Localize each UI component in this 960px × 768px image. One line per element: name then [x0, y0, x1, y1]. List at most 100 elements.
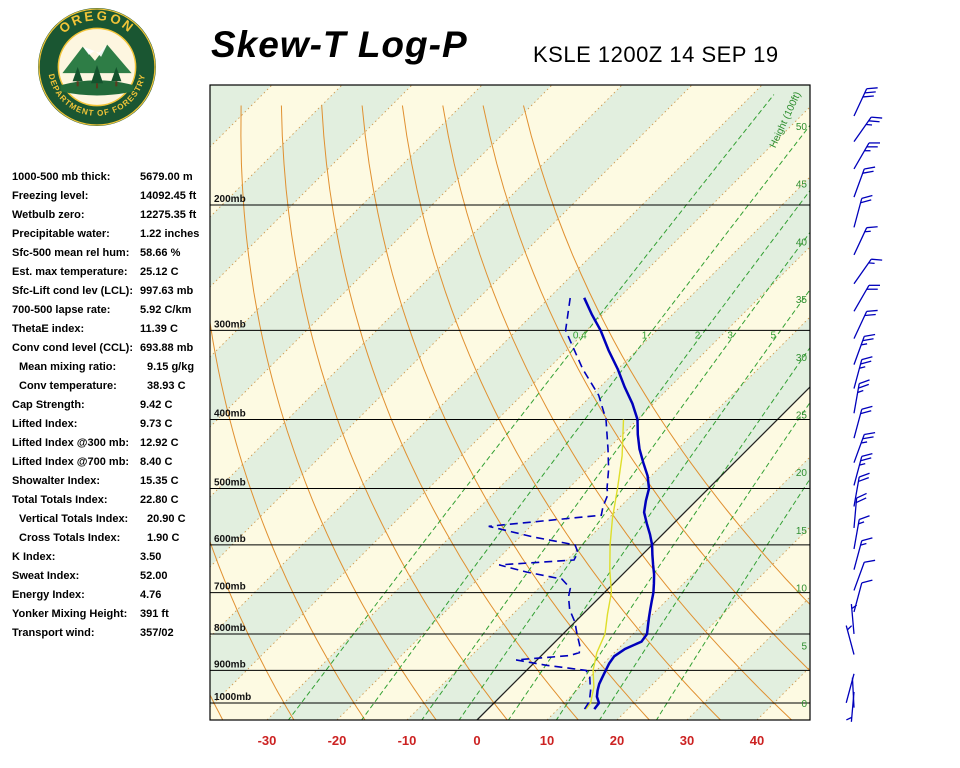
height-tick-label: 35 — [796, 295, 808, 306]
wind-barb — [853, 87, 878, 117]
stat-label: Conv temperature: — [19, 380, 117, 392]
stat-row: Sfc-Lift cond lev (LCL): 997.63 mb — [12, 282, 210, 301]
skewt-chart: 0.4 1 2 3 5 200mb 300mb 400mb 500mb 600mb 700mb 800… — [209, 84, 890, 725]
stat-row: Transport wind: 357/02 — [12, 624, 210, 643]
stat-label: Sfc-500 mean rel hum: — [12, 247, 130, 259]
stat-value: 38.93 C — [147, 380, 186, 392]
stat-value: 5.92 C/km — [140, 304, 192, 316]
stat-row: 1000-500 mb thick: 5679.00 m — [12, 168, 210, 187]
stat-label: Conv cond level (CCL): — [12, 342, 134, 354]
stat-value: 15.35 C — [140, 475, 179, 487]
temp-tick-label: 20 — [609, 733, 625, 748]
pressure-label: 1000mb — [214, 692, 251, 703]
wind-barb — [853, 379, 870, 414]
stat-label: Est. max temperature: — [12, 266, 128, 278]
wind-barb — [853, 472, 870, 507]
stat-label: Vertical Totals Index: — [19, 513, 129, 525]
wind-barbs — [845, 87, 883, 722]
logo-scene — [60, 44, 134, 96]
stat-value: 11.39 C — [140, 323, 178, 335]
stat-value: 58.66 % — [140, 247, 181, 259]
wind-barb — [845, 625, 855, 655]
stat-value: 8.40 C — [140, 456, 173, 468]
wind-barb — [853, 405, 873, 439]
stat-value: 22.80 C — [140, 494, 179, 506]
height-tick-label: 10 — [796, 584, 808, 595]
stat-value: 5679.00 m — [140, 171, 193, 183]
wetbulb-trace — [585, 419, 625, 710]
stat-row: Cap Strength: 9.42 C — [12, 396, 210, 415]
wind-barb — [853, 452, 873, 486]
stat-row: Showalter Index: 15.35 C — [12, 472, 210, 491]
stat-label: Transport wind: — [12, 627, 95, 639]
stat-row: Conv temperature: 38.93 C — [12, 377, 210, 396]
height-tick-label: 30 — [796, 353, 808, 364]
pressure-label: 300mb — [214, 319, 246, 330]
stat-row: Yonker Mixing Height: 391 ft — [12, 605, 210, 624]
wind-barb — [853, 166, 876, 198]
pressure-label: 800mb — [214, 623, 246, 634]
stat-value: 14092.45 ft — [140, 190, 197, 202]
stat-row: Freezing level: 14092.45 ft — [12, 187, 210, 206]
stat-value: 20.90 C — [147, 513, 186, 525]
stat-label: Energy Index: — [12, 589, 85, 601]
stat-row: Lifted Index @300 mb: 12.92 C — [12, 434, 210, 453]
height-tick-label: 45 — [796, 180, 808, 191]
stat-value: 1.22 inches — [140, 228, 200, 240]
dewpoint-trace — [488, 297, 610, 710]
pressure-label: 400mb — [214, 409, 246, 420]
stat-label: Freezing level: — [12, 190, 89, 202]
temperature-axis: -30 -20 -10 0 10 20 30 40 — [210, 733, 810, 751]
dry-adiabats — [210, 105, 810, 720]
wind-barb — [850, 604, 858, 635]
stat-label: Yonker Mixing Height: — [12, 608, 128, 620]
page-title: Skew-T Log-P — [211, 24, 468, 65]
temp-tick-label: -20 — [327, 733, 347, 748]
wind-barb — [853, 194, 873, 228]
stat-row: Lifted Index @700 mb: 8.40 C — [12, 453, 210, 472]
height-tick-label: 40 — [796, 237, 808, 248]
stat-row: Est. max temperature: 25.12 C — [12, 263, 210, 282]
stat-row: 700-500 lapse rate: 5.92 C/km — [12, 301, 210, 320]
wind-barb — [853, 142, 880, 170]
wind-barb — [853, 515, 870, 550]
stat-row: Sfc-500 mean rel hum: 58.66 % — [12, 244, 210, 263]
stat-label: Sweat Index: — [12, 570, 80, 582]
temp-tick-label: 30 — [679, 733, 695, 748]
stat-row: Sweat Index: 52.00 — [12, 567, 210, 586]
pressure-label: 900mb — [214, 659, 246, 670]
stat-value: 357/02 — [140, 627, 174, 639]
stat-row: Mean mixing ratio: 9.15 g/kg — [12, 358, 210, 377]
stat-value: 52.00 — [140, 570, 168, 582]
stat-value: 997.63 mb — [140, 285, 194, 297]
wind-barb — [853, 579, 873, 613]
stat-value: 693.88 mb — [140, 342, 194, 354]
height-tick-label: 20 — [796, 468, 808, 479]
stat-label: 1000-500 mb thick: — [12, 171, 111, 183]
isobar-lines — [210, 204, 810, 704]
pressure-label: 200mb — [214, 194, 246, 205]
wind-barb — [853, 559, 876, 591]
stat-row: K Index: 3.50 — [12, 548, 210, 567]
wind-barb — [853, 116, 883, 143]
temp-tick-label: -10 — [397, 733, 417, 748]
wind-barb — [853, 492, 867, 529]
temp-tick-label: 0 — [473, 733, 481, 748]
pressure-labels: 200mb 300mb 400mb 500mb 600mb 700mb 800mb 900mb… — [214, 194, 251, 703]
odf-logo: OREGON DEPARTMENT OF FORESTRY — [38, 8, 156, 126]
temp-tick-label: 10 — [539, 733, 555, 748]
plot-area: 0.4 1 2 3 5 — [210, 85, 810, 720]
stat-row: Total Totals Index: 22.80 C — [12, 491, 210, 510]
stat-label: ThetaE index: — [12, 323, 85, 335]
wind-barb — [853, 258, 883, 285]
height-tick-label: 15 — [796, 526, 808, 537]
wind-barb — [853, 431, 876, 463]
mixing-ratio-label: 1 — [642, 331, 648, 342]
stat-label: 700-500 lapse rate: — [12, 304, 111, 316]
stat-label: K Index: — [12, 551, 56, 563]
stat-value: 391 ft — [140, 608, 169, 620]
pressure-label: 500mb — [214, 478, 246, 489]
stat-label: Lifted Index @300 mb: — [12, 437, 130, 449]
pressure-label: 700mb — [214, 582, 246, 593]
